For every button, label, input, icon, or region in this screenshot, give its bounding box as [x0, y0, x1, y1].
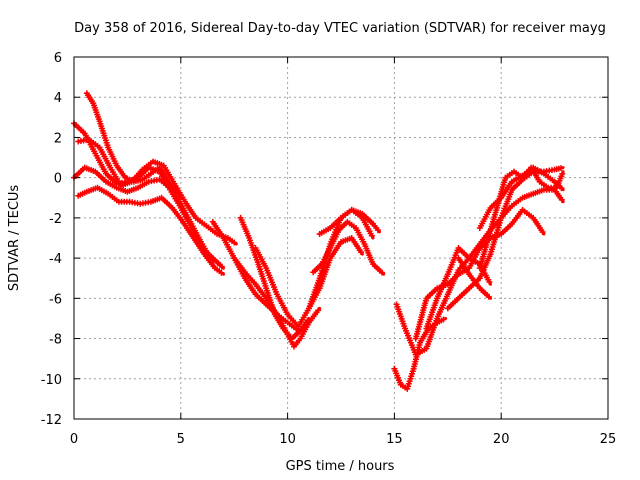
y-tick-label: -8 — [49, 333, 62, 348]
grid-layer — [74, 57, 608, 419]
series-track-14 — [393, 255, 493, 358]
series-markers — [455, 255, 492, 300]
series-layer — [71, 90, 566, 392]
series-track-11 — [316, 206, 375, 240]
y-tick-label: 2 — [54, 131, 62, 146]
series-track-10 — [310, 218, 386, 276]
x-tick-label: 25 — [600, 432, 617, 447]
y-tick-label: -6 — [49, 292, 62, 307]
y-tick-label: -4 — [49, 252, 62, 267]
series-track-16 — [423, 186, 565, 332]
y-tick-label: 4 — [54, 91, 62, 106]
series-track-5 — [83, 90, 183, 200]
series-track-12 — [305, 235, 365, 312]
y-tick-label: -2 — [49, 212, 62, 227]
series-markers — [393, 255, 493, 358]
series-markers — [237, 214, 311, 342]
series-track-9 — [231, 255, 300, 333]
y-axis-label: SDTVAR / TECUs — [7, 185, 22, 292]
x-tick-label: 5 — [177, 432, 185, 447]
series-markers — [310, 218, 385, 276]
series-markers — [305, 235, 365, 312]
x-tick-label: 15 — [386, 432, 403, 447]
series-markers — [231, 255, 300, 332]
plot-frame — [73, 56, 609, 420]
chart-title: Day 358 of 2016, Sidereal Day-to-day VTE… — [74, 21, 606, 36]
x-tick-label: 0 — [70, 432, 78, 447]
series-markers — [83, 90, 183, 199]
x-tick-label: 10 — [279, 432, 296, 447]
x-axis-label: GPS time / hours — [286, 459, 395, 474]
series-markers — [75, 184, 225, 276]
y-tick-label: -12 — [41, 413, 62, 428]
series-track-19 — [455, 255, 493, 300]
y-tick-label: 0 — [54, 172, 62, 187]
series-markers — [476, 164, 566, 272]
y-tick-label: 6 — [54, 51, 62, 66]
series-track-20 — [476, 164, 566, 272]
series-track-3 — [71, 164, 215, 264]
series-track-4 — [75, 184, 226, 276]
series-markers — [316, 206, 375, 239]
y-tick-label: -10 — [41, 373, 62, 388]
x-tick-label: 20 — [493, 432, 510, 447]
